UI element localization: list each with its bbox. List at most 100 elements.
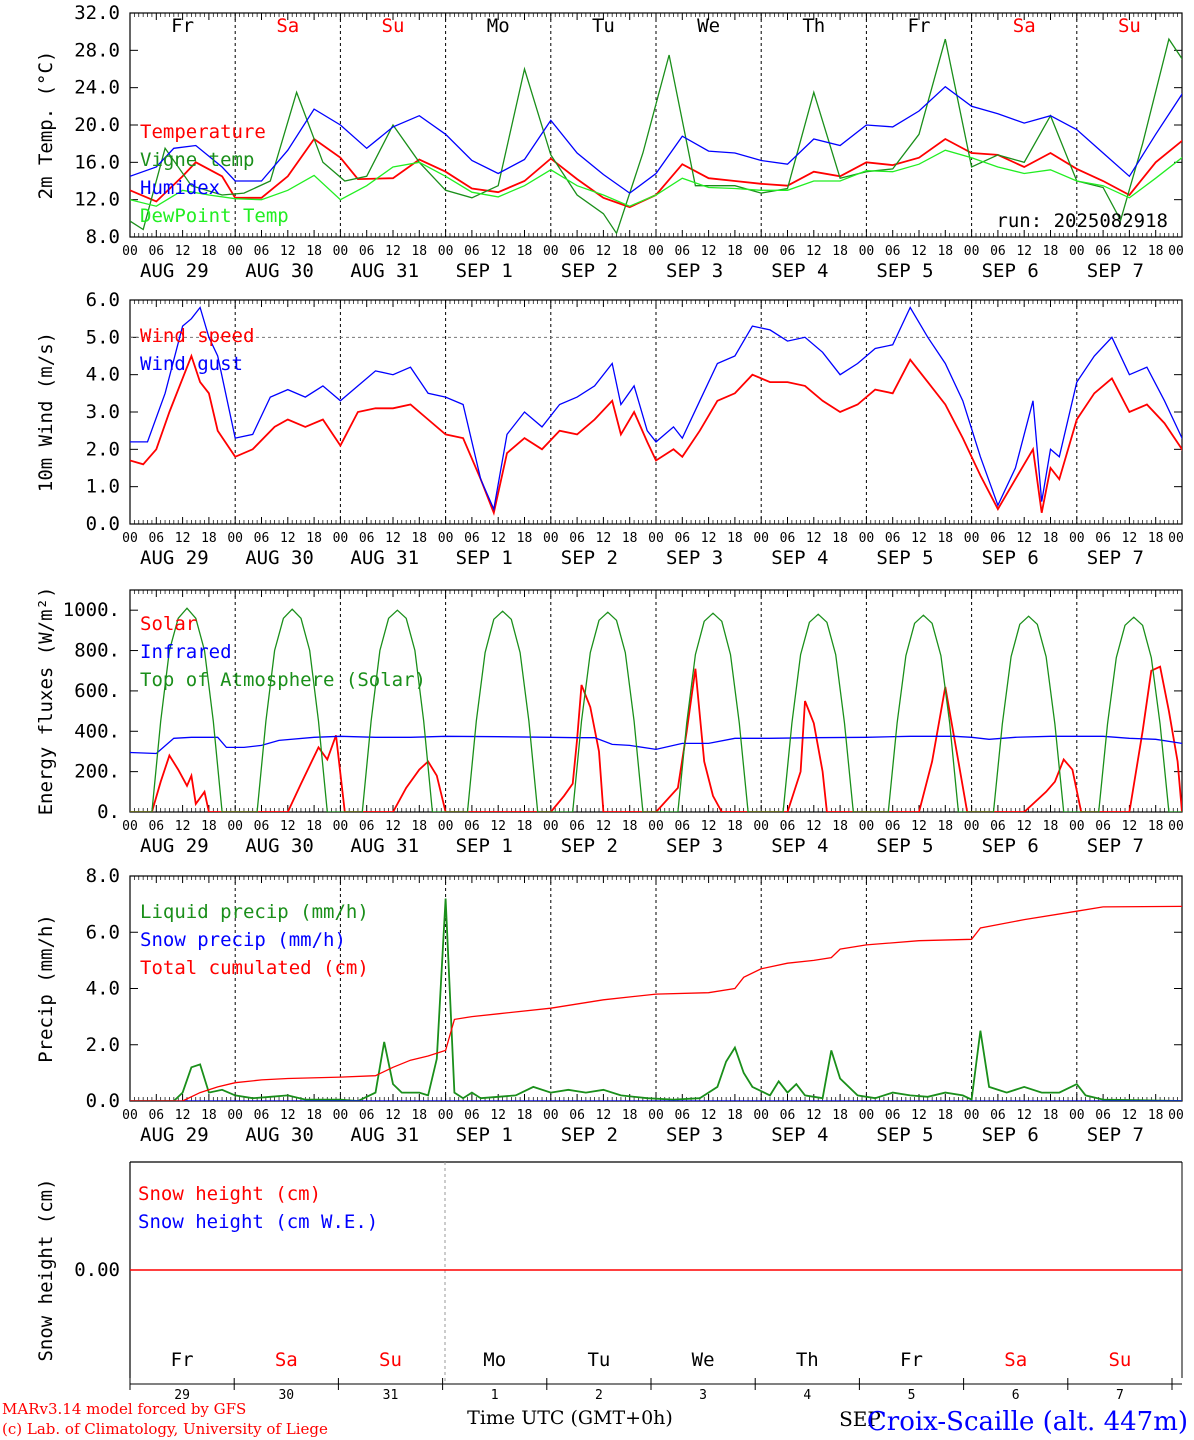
- x-hour-label: 18: [832, 531, 848, 546]
- legend-entry: Snow height (cm): [138, 1183, 321, 1205]
- x-date-label: SEP 4: [771, 260, 828, 282]
- x-hour-label: 18: [517, 1108, 533, 1123]
- x-hour-label: 12: [1122, 819, 1138, 834]
- x-hour-label: 00: [1069, 531, 1085, 546]
- x-hour-label: 12: [596, 531, 612, 546]
- snow-day-name: Mo: [483, 1349, 506, 1371]
- x-hour-label: 18: [306, 244, 322, 259]
- x-hour-label: 00: [1069, 1108, 1085, 1123]
- x-hour-label: 18: [517, 819, 533, 834]
- y-tick-label: 200.: [74, 761, 120, 783]
- x-date-label: AUG 31: [350, 547, 419, 569]
- month-label: SEP: [839, 1407, 881, 1431]
- x-hour-label: 06: [254, 1108, 270, 1123]
- legend-entry: Snow height (cm W.E.): [138, 1211, 378, 1233]
- plot-frame-2: [129, 299, 1183, 525]
- x-hour-label: 12: [806, 244, 822, 259]
- x-hour-label: 00: [1168, 244, 1184, 259]
- x-date-label: SEP 3: [666, 1124, 723, 1146]
- x-hour-label: 06: [1095, 1108, 1111, 1123]
- x-hour-label: 12: [490, 1108, 506, 1123]
- x-hour-label: 18: [832, 1108, 848, 1123]
- snow-day-number: 2: [595, 1388, 603, 1403]
- y-tick-label: 16.0: [74, 151, 120, 173]
- legend-entry: Humidex: [140, 177, 220, 199]
- x-date-label: SEP 2: [561, 1124, 618, 1146]
- y-tick-label: 1.0: [86, 476, 120, 498]
- y-tick-label: 6.0: [86, 289, 120, 311]
- snow-day-name: Fr: [171, 1349, 194, 1371]
- series-line-total-cumulated-cm-: [130, 905, 1182, 1101]
- x-date-label: SEP 5: [876, 547, 933, 569]
- x-hour-label: 18: [622, 531, 638, 546]
- x-hour-label: 06: [1095, 244, 1111, 259]
- legend-entry: Snow precip (mm/h): [140, 929, 346, 951]
- y-tick-label: 800.: [74, 640, 120, 662]
- y-axis-2: 0.0 1.0 2.0 3.0 4.0 5.0 6.0 10m Wind (m/s): [35, 289, 1182, 535]
- x-hour-label: 06: [569, 1108, 585, 1123]
- series-line-temperature: [130, 137, 1182, 209]
- x-hour-label: 12: [701, 1108, 717, 1123]
- snow-day-number: 3: [699, 1388, 707, 1403]
- x-hour-label: 00: [648, 819, 664, 834]
- x-date-label: AUG 29: [140, 547, 209, 569]
- y-axis-label: Snow height (cm): [35, 1178, 57, 1361]
- x-hour-label: 06: [148, 244, 164, 259]
- legend-2: Wind speed Wind gust: [140, 325, 254, 375]
- x-date-label: SEP 6: [982, 835, 1039, 857]
- x-hour-label: 00: [753, 531, 769, 546]
- y-axis-label: 2m Temp. (°C): [35, 51, 57, 200]
- snow-day-number: 5: [908, 1388, 916, 1403]
- snow-day-name: Th: [796, 1349, 819, 1371]
- x-date-label: SEP 4: [771, 547, 828, 569]
- x-date-label: SEP 7: [1087, 260, 1144, 282]
- x-hour-label: 12: [596, 819, 612, 834]
- x-hour-label: 12: [1122, 531, 1138, 546]
- x-hour-label: 06: [254, 531, 270, 546]
- y-tick-label: 8.0: [86, 226, 120, 248]
- x-hour-label: 00: [859, 819, 875, 834]
- x-hour-label: 00: [1168, 819, 1184, 834]
- day-name-label: Su: [1118, 15, 1141, 37]
- x-hour-label: 12: [701, 244, 717, 259]
- x-date-label: AUG 30: [245, 835, 314, 857]
- x-date-label: SEP 6: [982, 260, 1039, 282]
- x-hour-label: 12: [1016, 1108, 1032, 1123]
- x-hour-label: 12: [911, 531, 927, 546]
- x-date-label: SEP 4: [771, 1124, 828, 1146]
- plot-frame-1: [129, 12, 1183, 238]
- x-hour-label: 00: [333, 1108, 349, 1123]
- x-hour-label: 00: [753, 244, 769, 259]
- x-date-label: SEP 1: [456, 260, 513, 282]
- x-hour-label: 00: [859, 531, 875, 546]
- legend-entry: Vigne temp: [140, 149, 254, 171]
- day-name-label: Sa: [276, 15, 299, 37]
- legend-entry: DewPoint Temp: [140, 205, 289, 227]
- x-hour-label: 00: [438, 531, 454, 546]
- x-hour-label: 12: [490, 531, 506, 546]
- x-date-label: SEP 1: [456, 1124, 513, 1146]
- legend-entry: Top of Atmosphere (Solar): [140, 669, 426, 691]
- day-name-label: Fr: [171, 15, 194, 37]
- x-hour-label: 18: [1043, 531, 1059, 546]
- x-hour-label: 12: [280, 1108, 296, 1123]
- x-hour-label: 06: [780, 531, 796, 546]
- legend-entry: Total cumulated (cm): [140, 957, 369, 979]
- x-hour-label: 12: [385, 1108, 401, 1123]
- x-hour-label: 18: [201, 1108, 217, 1123]
- x-hour-label: 00: [227, 1108, 243, 1123]
- x-hour-label: 12: [1016, 531, 1032, 546]
- x-hour-label: 00: [122, 819, 138, 834]
- x-hour-label: 12: [911, 819, 927, 834]
- x-hour-label: 06: [885, 244, 901, 259]
- x-hour-label: 06: [780, 1108, 796, 1123]
- series-line-wind-speed: [130, 353, 1182, 516]
- x-hour-label: 06: [464, 819, 480, 834]
- x-hour-label: 18: [937, 244, 953, 259]
- x-hour-label: 12: [1122, 1108, 1138, 1123]
- y-axis-label: 10m Wind (m/s): [35, 332, 57, 492]
- y-axis-label: Energy fluxes (W/m²): [35, 587, 57, 816]
- x-date-label: SEP 2: [561, 260, 618, 282]
- legend-4: Liquid precip (mm/h) Snow precip (mm/h) To…: [140, 901, 369, 979]
- x-hour-label: 18: [727, 531, 743, 546]
